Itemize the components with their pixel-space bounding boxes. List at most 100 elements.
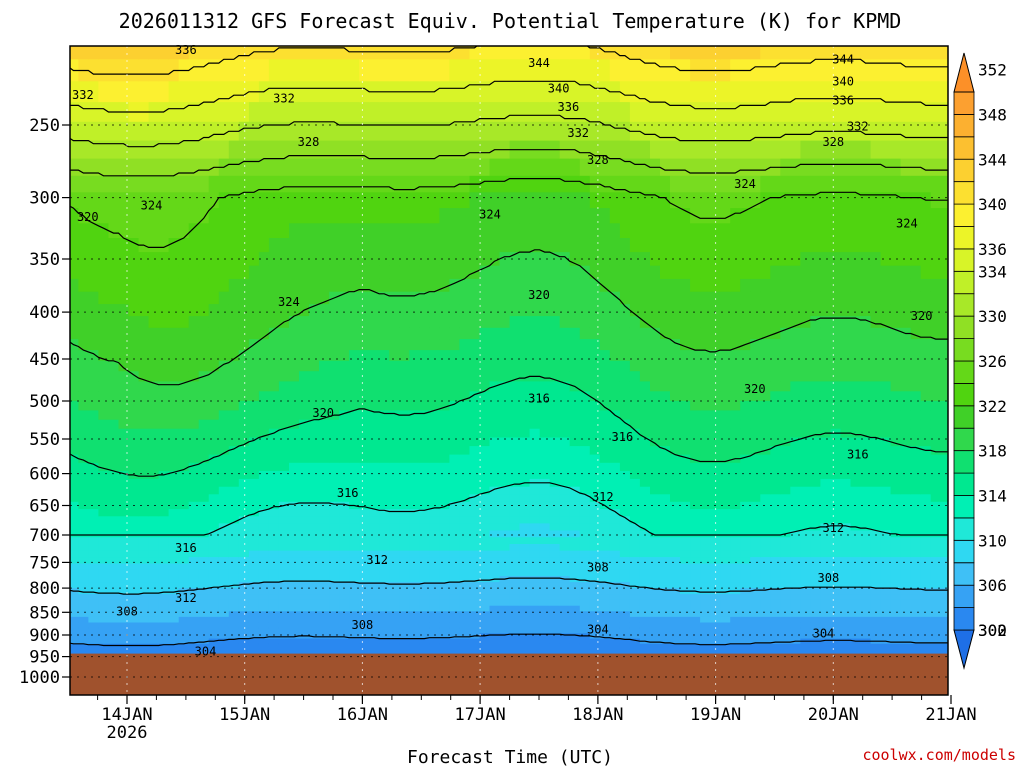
field-cell — [118, 265, 130, 280]
field-cell — [810, 381, 821, 392]
field-cell — [369, 327, 380, 340]
field-cell — [629, 509, 641, 517]
field-cell — [168, 486, 180, 495]
field-cell — [529, 46, 541, 60]
field-cell — [309, 360, 320, 372]
field-cell — [78, 304, 89, 317]
field-cell — [299, 509, 310, 517]
field-cell — [750, 530, 761, 538]
field-cell — [680, 265, 691, 280]
field-cell — [178, 544, 190, 552]
field-cell — [579, 446, 591, 456]
field-cell — [539, 537, 551, 545]
field-cell — [489, 599, 501, 607]
field-cell — [379, 278, 390, 293]
field-cell — [299, 470, 310, 480]
field-cell — [589, 265, 601, 280]
field-cell — [830, 339, 842, 351]
field-cell — [158, 523, 170, 531]
field-cell — [319, 494, 330, 503]
field-cell — [740, 401, 751, 411]
field-cell — [268, 478, 280, 488]
field-cell — [98, 401, 109, 411]
field-cell — [178, 401, 190, 411]
field-cell — [810, 537, 821, 545]
field-cell — [299, 611, 310, 618]
field-cell — [439, 410, 450, 421]
field-cell — [609, 192, 621, 209]
field-cell — [469, 599, 481, 607]
field-cell — [289, 278, 300, 293]
field-cell — [218, 537, 230, 545]
field-cell — [98, 605, 109, 612]
field-cell — [188, 102, 200, 123]
field-cell — [399, 599, 410, 607]
field-cell — [118, 350, 130, 362]
field-cell — [248, 537, 260, 545]
field-cell — [579, 486, 591, 495]
field-cell — [439, 544, 450, 552]
field-cell — [399, 622, 410, 629]
field-cell — [559, 594, 571, 601]
field-cell — [609, 265, 621, 280]
field-cell — [108, 494, 120, 503]
field-cell — [650, 316, 661, 329]
field-cell — [790, 401, 801, 411]
field-cell — [509, 278, 521, 293]
field-cell — [750, 428, 761, 439]
field-cell — [208, 316, 220, 329]
field-cell — [519, 265, 531, 280]
field-cell — [830, 638, 842, 645]
field-cell — [178, 446, 190, 456]
field-cell — [750, 158, 761, 177]
field-cell — [730, 192, 741, 209]
field-cell — [138, 446, 150, 456]
field-cell — [509, 327, 521, 340]
field-cell — [619, 486, 631, 495]
field-cell — [128, 523, 140, 531]
field-cell — [639, 537, 651, 545]
field-cell — [339, 616, 350, 623]
field-cell — [309, 530, 320, 538]
field-cell — [218, 576, 230, 583]
field-cell — [569, 291, 581, 305]
field-cell — [469, 410, 481, 421]
field-cell — [770, 446, 781, 456]
field-cell — [419, 223, 430, 239]
field-cell — [870, 428, 882, 439]
field-cell — [559, 401, 571, 411]
field-cell — [850, 59, 862, 82]
field-cell — [650, 550, 661, 558]
field-cell — [248, 633, 260, 640]
field-cell — [309, 419, 320, 430]
field-cell — [278, 616, 290, 623]
field-cell — [609, 509, 621, 517]
field-cell — [820, 437, 831, 447]
field-cell — [128, 121, 140, 142]
field-cell — [509, 360, 521, 372]
field-cell — [439, 192, 450, 209]
field-cell — [690, 599, 701, 607]
field-cell — [178, 265, 190, 280]
field-cell — [188, 223, 200, 239]
field-cell — [419, 501, 430, 510]
field-cell — [850, 627, 862, 634]
field-cell — [850, 208, 862, 224]
field-cell — [519, 569, 531, 577]
field-cell — [148, 622, 160, 629]
field-cell — [800, 605, 811, 612]
field-cell — [289, 563, 300, 571]
field-cell — [760, 316, 771, 329]
field-cell — [800, 419, 811, 430]
field-cell — [248, 627, 260, 634]
field-cell — [429, 140, 440, 160]
field-cell — [459, 223, 470, 239]
field-cell — [108, 428, 120, 439]
field-cell — [309, 428, 320, 439]
field-cell — [619, 569, 631, 577]
field-cell — [479, 371, 491, 382]
field-cell — [70, 557, 79, 565]
field-cell — [198, 530, 210, 538]
field-cell — [228, 516, 240, 524]
field-cell — [559, 622, 571, 629]
